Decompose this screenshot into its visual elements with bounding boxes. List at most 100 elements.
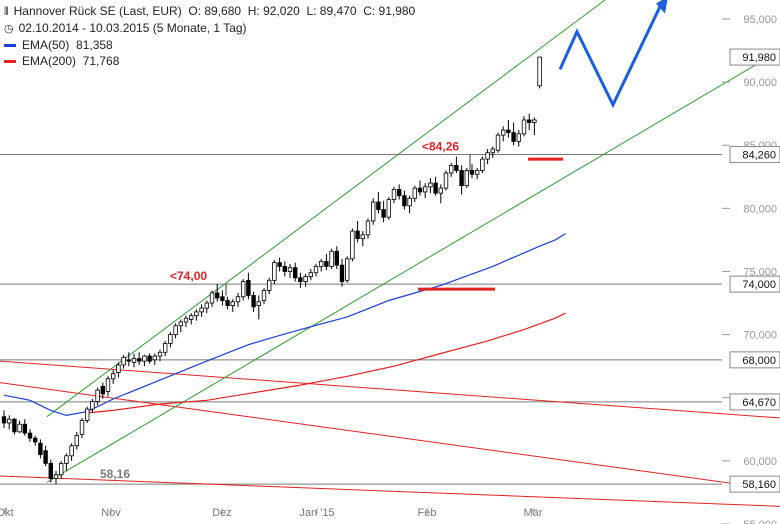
- candle-body: [157, 351, 163, 357]
- candle-body: [95, 389, 100, 402]
- candle-body: [485, 152, 490, 160]
- candle-body: [438, 187, 443, 194]
- candle-body: [220, 296, 225, 301]
- forecast-path: [558, 1, 664, 109]
- candle-body: [59, 462, 64, 476]
- candle-body: [454, 165, 459, 171]
- candle-body: [422, 186, 428, 193]
- forecast-arrowhead: [656, 0, 668, 14]
- candle-body: [370, 201, 376, 222]
- candle-body: [386, 199, 391, 218]
- candle-body: [428, 182, 433, 188]
- candle-body: [313, 266, 319, 274]
- candle-body: [448, 165, 454, 174]
- channel-lower-line: [46, 50, 780, 483]
- candle-body: [90, 401, 95, 410]
- candle-body: [381, 209, 386, 218]
- candle-body: [168, 334, 173, 344]
- green-trend-channel: [46, 0, 780, 483]
- candle-body: [318, 260, 324, 267]
- level-label: 74,000: [742, 279, 776, 291]
- candle-body: [443, 172, 449, 189]
- annotation-84: <84,26: [422, 140, 459, 154]
- candle-body: [53, 474, 59, 479]
- red-upper-trendline: [0, 360, 780, 419]
- candle-body: [298, 277, 303, 282]
- ema-lines: [3, 233, 566, 417]
- series-line-ema200: [87, 312, 566, 414]
- ema50-label: EMA(50): [22, 38, 70, 52]
- y-axis: 95,00090,00085,00080,00075,00070,00065,0…: [722, 14, 780, 524]
- level-label-box: [729, 146, 780, 164]
- candle-body: [74, 435, 79, 447]
- candle-body: [344, 258, 350, 281]
- candle-body: [126, 359, 131, 362]
- candle-body: [334, 250, 339, 266]
- candle-body: [407, 197, 412, 207]
- candle-body: [360, 234, 365, 240]
- candle-body: [261, 290, 267, 301]
- legend-ema50: EMA(50) 81,358: [4, 38, 113, 52]
- candle-body: [1, 416, 7, 424]
- candle-body: [183, 317, 189, 323]
- candle-body: [17, 423, 22, 433]
- level-label-box: [729, 275, 780, 293]
- candle-body: [214, 292, 220, 299]
- candle-body: [7, 418, 12, 424]
- candle-body: [417, 187, 423, 193]
- instrument-title: Hannover Rück SE (Last, EUR): [13, 4, 182, 18]
- candle-body: [527, 119, 532, 123]
- candle-body: [33, 437, 38, 443]
- ema50-swatch: [4, 44, 16, 48]
- candle-body: [194, 311, 199, 317]
- candle-body: [111, 373, 116, 380]
- chart-annotations: <84,26 <74,00 58,16: [100, 0, 668, 481]
- candle-body: [251, 295, 256, 308]
- close-value: C: 91,980: [363, 4, 416, 18]
- candle-body: [282, 266, 287, 272]
- candle-body: [391, 188, 397, 200]
- candle-body: [339, 264, 345, 282]
- candle-body: [308, 272, 313, 277]
- level-label-box: [729, 475, 780, 493]
- candle-body: [500, 129, 506, 136]
- candle-body: [188, 315, 194, 320]
- x-tick-label: Okt: [0, 507, 14, 519]
- y-tick-label: 60,000: [743, 456, 777, 468]
- red-trend-lines: [0, 360, 780, 507]
- candle-body: [511, 132, 516, 142]
- candlestick-icon: ⫴: [4, 6, 9, 18]
- y-tick-label: 75,000: [743, 266, 777, 278]
- legend-ema200: EMA(200) 71,768: [4, 54, 119, 68]
- candle-body: [204, 302, 209, 309]
- level-label-box: [729, 351, 780, 369]
- candle-body: [142, 355, 147, 362]
- candle-body: [27, 432, 33, 439]
- candle-body: [277, 262, 282, 267]
- candle-body: [480, 158, 485, 171]
- annotation-74: <74,00: [170, 269, 207, 283]
- candle-body: [199, 307, 204, 313]
- x-tick-label: Dez: [212, 507, 232, 519]
- candle-body: [474, 170, 480, 175]
- candle-body: [272, 262, 277, 281]
- period-row: ◷ 02.10.2014 - 10.03.2015 (5 Monate, 1 Ta…: [4, 21, 247, 35]
- y-tick-label: 95,000: [743, 14, 777, 26]
- level-label: 84,260: [742, 150, 776, 162]
- open-value: O: 89,680: [188, 4, 242, 18]
- candle-body: [287, 267, 293, 272]
- chart-header: ⫴ Hannover Rück SE (Last, EUR) O: 89,680 …: [4, 4, 415, 19]
- red-mid-trendline: [0, 382, 780, 491]
- period-text: 02.10.2014 - 10.03.2015 (5 Monate, 1 Tag…: [18, 21, 247, 35]
- candle-body: [469, 170, 475, 175]
- x-tick-label: Mär: [524, 507, 543, 519]
- channel-upper-line: [46, 0, 606, 418]
- candle-body: [230, 301, 235, 306]
- candle-body: [490, 148, 495, 154]
- candle-body: [240, 281, 246, 298]
- last-price-box: [729, 48, 780, 66]
- y-tick-label: 80,000: [743, 203, 777, 215]
- ema200-swatch: [4, 60, 16, 64]
- candle-body: [537, 56, 542, 87]
- candle-body: [376, 201, 381, 210]
